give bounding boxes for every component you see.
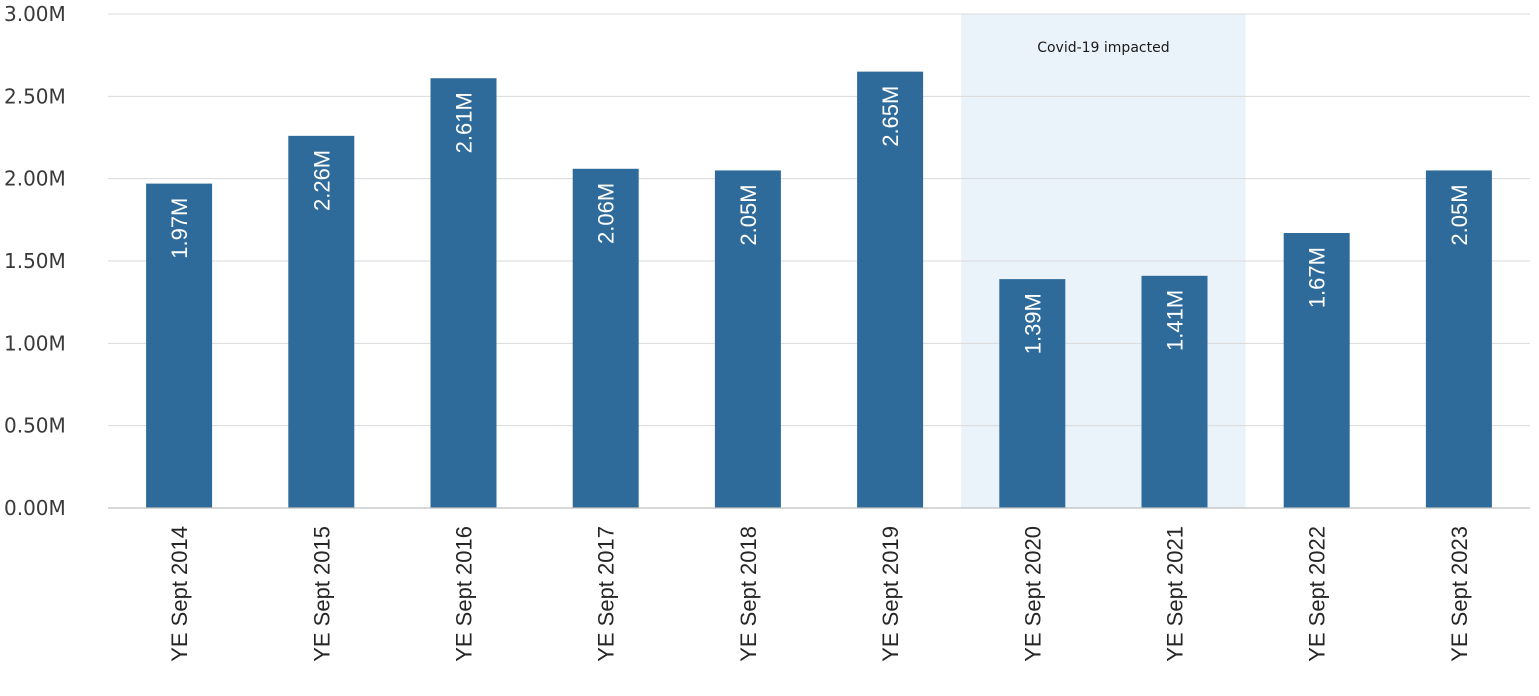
y-tick-label: 3.00M: [4, 2, 66, 26]
y-tick-label: 0.00M: [4, 496, 66, 520]
data-label: 2.06M: [594, 183, 619, 244]
bar: [1283, 233, 1350, 509]
data-label: 2.05M: [736, 184, 761, 245]
bar: [146, 183, 213, 508]
y-tick-label: 0.50M: [4, 414, 66, 438]
data-label: 2.26M: [309, 150, 334, 211]
data-label: 2.05M: [1447, 184, 1472, 245]
x-tick-label: YE Sept 2020: [1020, 526, 1045, 662]
bar: [999, 279, 1066, 508]
x-tick-label: YE Sept 2017: [594, 526, 619, 662]
data-label: 1.67M: [1305, 247, 1330, 308]
data-label: 2.65M: [878, 86, 903, 147]
x-tick-label: YE Sept 2019: [878, 526, 903, 662]
data-label: 1.97M: [167, 198, 192, 259]
data-label: 2.61M: [452, 92, 477, 153]
y-tick-label: 1.50M: [4, 249, 66, 273]
data-label: 1.39M: [1020, 293, 1045, 354]
bar: [572, 168, 639, 508]
bar: [1141, 275, 1208, 508]
bar: [857, 71, 924, 508]
x-tick-label: YE Sept 2014: [167, 526, 192, 662]
x-tick-label: YE Sept 2023: [1447, 526, 1472, 662]
x-tick-label: YE Sept 2016: [452, 526, 477, 662]
bar: [1425, 170, 1492, 508]
x-tick-label: YE Sept 2018: [736, 526, 761, 662]
y-tick-label: 2.50M: [4, 84, 66, 108]
x-tick-label: YE Sept 2022: [1305, 526, 1330, 662]
bar: [430, 78, 497, 508]
x-tick-label: YE Sept 2015: [309, 526, 334, 662]
bar: [714, 170, 781, 508]
data-label: 1.41M: [1163, 290, 1188, 351]
bar: [288, 135, 355, 508]
y-tick-label: 1.00M: [4, 331, 66, 355]
highlight-label: Covid-19 impacted: [1037, 40, 1169, 56]
x-tick-label: YE Sept 2021: [1163, 526, 1188, 662]
y-tick-label: 2.00M: [4, 167, 66, 191]
